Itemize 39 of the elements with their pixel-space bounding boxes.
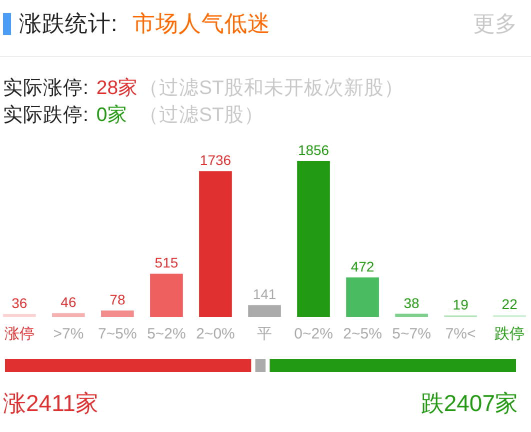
bar [297,161,330,317]
bar [248,305,281,317]
bar [101,310,134,317]
bar [150,274,183,317]
text: 跌2407家 [420,390,518,416]
data-label: 515 [154,254,178,271]
data-label: 1736 [200,152,232,168]
x-tick-label: 2~0% [196,326,235,342]
x-tick-label: 5~2% [147,326,186,342]
text: 涨2411家 [3,390,98,416]
data-label: 78 [110,291,126,308]
x-tick-label: 涨停 [4,326,34,342]
data-label: 19 [452,296,469,312]
x-tick-label: 2~5% [343,326,382,342]
bar [199,171,232,317]
x-tick-label: >7% [53,326,84,342]
text: 0家 [96,104,128,126]
bar [52,313,85,317]
chart-title: 涨跌统计: [19,11,118,36]
data-label: 472 [350,258,374,274]
x-tick-label: 7%< [445,326,476,342]
data-label: 1856 [298,142,330,158]
text: 28家 [96,77,138,99]
x-tick-label: 0~2% [294,326,333,342]
chart-subtitle: 市场人气低迷 [132,11,270,36]
text: 实际涨停: [3,77,88,99]
bar [346,277,379,317]
data-label: 36 [12,294,28,311]
x-tick-label: 5~7% [392,326,431,342]
x-tick-label: 跌停 [494,326,525,342]
bar [3,314,36,317]
bar [395,314,428,317]
x-tick-label: 7~5% [98,326,137,342]
data-label: 38 [404,294,420,311]
x-tick-label: 平 [257,326,272,342]
data-label: 22 [502,296,518,312]
data-label: 46 [60,294,76,310]
text: 实际跌停: [3,104,88,126]
data-label: 141 [252,286,276,302]
